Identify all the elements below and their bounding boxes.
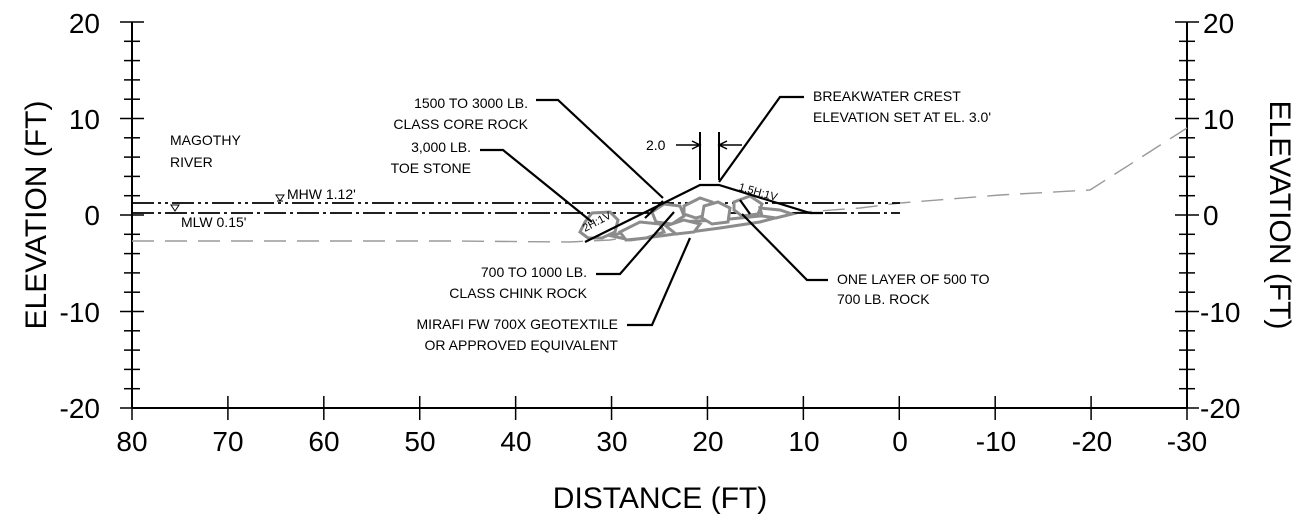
mlw-label: MLW 0.15' [181,214,246,230]
crest-dim-arrow-left [676,140,702,150]
crest-leader [718,95,804,183]
y-tick-left-neg10: -10 [60,297,100,328]
x-tick-40: 40 [500,426,531,457]
x-tick-neg10: -10 [976,426,1016,457]
mhw-marker-icon [275,194,285,202]
x-tick-marks [131,396,1188,420]
y-tick-left-10: 10 [69,104,100,135]
river-label-line1: MAGOTHY [170,132,241,148]
crest-width-label: 2.0 [646,137,666,153]
x-tick-50: 50 [404,426,435,457]
geotextile-label-line1: MIRAFI FW 700X GEOTEXTILE [417,316,618,332]
crest-dim-arrow-right [717,140,742,150]
core-rock-label-line1: 1500 TO 3000 LB. [414,95,528,111]
y-tick-marks [120,21,1199,409]
toe-stone-leader [480,148,593,223]
toe-stone-label-line2: TOE STONE [391,160,471,176]
breakwater-outline [584,183,823,243]
x-tick-30: 30 [596,426,627,457]
y-axis-title-right: ELEVATION (FT) [1263,101,1296,330]
geotextile-leader [627,237,692,327]
chink-rock-label-line2: CLASS CHINK ROCK [449,285,587,301]
x-axis-title: DISTANCE (FT) [553,482,767,515]
crest-label-line1: BREAKWATER CREST [813,88,961,104]
armor-layer-label-line1: ONE LAYER OF 500 TO [837,271,990,287]
toe-stone-label-line1: 3,000 LB. [411,139,471,155]
y-tick-left-neg20: -20 [60,393,100,424]
mlw-marker-icon [170,204,180,214]
y-tick-right-neg20: -20 [1200,393,1240,424]
geotextile-label-line2: OR APPROVED EQUIVALENT [425,337,619,353]
x-tick-20: 20 [692,426,723,457]
crest-label-line2: ELEVATION SET AT EL. 3.0' [813,109,991,125]
y-tick-left-20: 20 [69,8,100,39]
y-tick-right-0: 0 [1203,200,1219,231]
core-rock-leader [536,98,664,199]
x-tick-70: 70 [212,426,243,457]
x-tick-80: 80 [116,426,147,457]
x-tick-0: 0 [892,426,908,457]
river-label-line2: RIVER [170,154,213,170]
y-tick-right-20: 20 [1203,8,1234,39]
chink-rock-leader [596,211,675,276]
core-rock-label-line2: CLASS CORE ROCK [393,116,528,132]
y-tick-left-0: 0 [84,200,100,231]
x-tick-10: 10 [788,426,819,457]
x-tick-neg20: -20 [1072,426,1112,457]
chink-rock-label-line1: 700 TO 1000 LB. [481,264,587,280]
y-tick-right-10: 10 [1203,104,1234,135]
x-tick-neg30: -30 [1167,426,1207,457]
y-tick-right-neg10: -10 [1200,297,1240,328]
armor-layer-leader [741,213,828,282]
mhw-label: MHW 1.12' [287,186,356,202]
x-tick-60: 60 [308,426,339,457]
y-axis-title-left: ELEVATION (FT) [20,101,53,330]
armor-layer-label-line2: 700 LB. ROCK [837,291,930,307]
